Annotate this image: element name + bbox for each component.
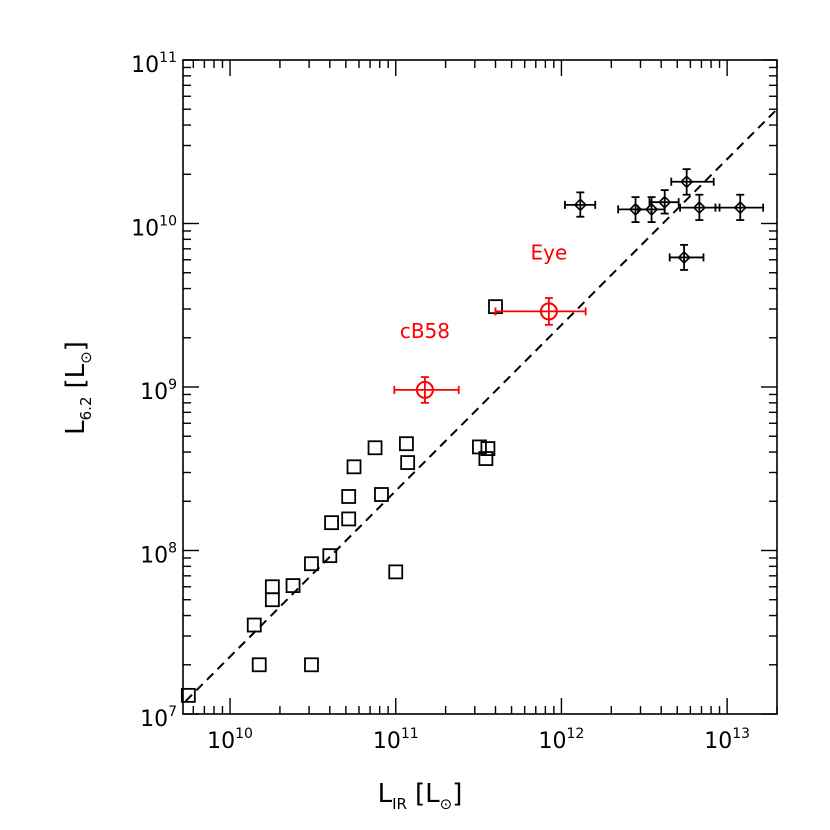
square-point bbox=[285, 578, 301, 593]
fit-line bbox=[185, 108, 778, 702]
y-tick-exponent: 11 bbox=[159, 50, 177, 66]
plot-frame bbox=[182, 59, 778, 715]
square-point bbox=[304, 556, 319, 572]
y-axis-label: L6.2 [L⊙] bbox=[61, 341, 95, 435]
x-axis-label-unit: [L bbox=[415, 779, 440, 809]
x-axis-label-sub: IR bbox=[392, 795, 407, 813]
square-point bbox=[246, 617, 262, 633]
square-point bbox=[304, 657, 319, 673]
square-point bbox=[400, 455, 416, 470]
square-point bbox=[388, 564, 404, 580]
square-point bbox=[341, 511, 357, 527]
square-point bbox=[264, 592, 280, 608]
x-tick-label: 1012 bbox=[539, 726, 585, 754]
x-tick-base: 10 bbox=[207, 729, 235, 754]
y-tick-label: 108 bbox=[140, 541, 177, 569]
x-axis-label-close: ] bbox=[452, 779, 462, 809]
square-point bbox=[322, 548, 338, 564]
y-tick-base: 10 bbox=[140, 544, 168, 569]
x-tick-exponent: 12 bbox=[567, 726, 585, 742]
circle-point bbox=[393, 376, 460, 404]
x-tick-base: 10 bbox=[373, 729, 401, 754]
diamond-point bbox=[648, 189, 680, 215]
x-tick-label: 1010 bbox=[207, 726, 253, 754]
y-tick-label: 1010 bbox=[131, 214, 177, 242]
x-tick-label: 1011 bbox=[373, 726, 419, 754]
x-tick-exponent: 13 bbox=[732, 726, 750, 742]
y-axis-label-sub: 6.2 bbox=[77, 397, 95, 421]
y-tick-label: 109 bbox=[140, 377, 177, 405]
y-tick-label: 1011 bbox=[131, 50, 177, 78]
square-point bbox=[480, 441, 496, 456]
diamond-marker bbox=[677, 250, 691, 265]
square-point bbox=[180, 687, 196, 703]
square-point bbox=[399, 436, 414, 452]
diamond-marker bbox=[733, 201, 747, 215]
point-annotation: cB58 bbox=[400, 319, 450, 343]
diamond-point bbox=[668, 243, 705, 271]
y-axis-label-main: L bbox=[61, 420, 91, 435]
diamond-point bbox=[564, 191, 597, 218]
y-tick-base: 10 bbox=[131, 217, 159, 242]
diamond-point bbox=[679, 193, 721, 221]
square-point bbox=[251, 657, 267, 673]
y-tick-label: 107 bbox=[140, 704, 177, 732]
y-tick-exponent: 8 bbox=[168, 541, 177, 557]
y-axis-label-unit: [L bbox=[61, 363, 91, 388]
x-tick-exponent: 10 bbox=[235, 726, 253, 742]
square-point bbox=[478, 451, 494, 466]
circle-point bbox=[494, 297, 587, 326]
diamond-marker bbox=[680, 175, 694, 189]
x-tick-base: 10 bbox=[539, 729, 567, 754]
diamond-point bbox=[637, 196, 666, 223]
point-annotation: Eye bbox=[530, 240, 567, 264]
square-point bbox=[346, 459, 362, 475]
y-axis-label-close: ] bbox=[61, 341, 91, 351]
x-tick-label: 1013 bbox=[704, 726, 750, 754]
circle-marker bbox=[415, 380, 434, 399]
diamond-point bbox=[670, 168, 715, 196]
x-axis-label-main: L bbox=[378, 779, 393, 809]
y-tick-exponent: 10 bbox=[159, 214, 177, 230]
x-axis-label-sun: ⊙ bbox=[440, 795, 453, 813]
diamond-marker bbox=[573, 198, 587, 212]
y-tick-exponent: 9 bbox=[168, 377, 177, 393]
diamond-marker bbox=[692, 201, 707, 215]
y-tick-base: 10 bbox=[140, 380, 168, 405]
square-point bbox=[264, 579, 280, 595]
square-point bbox=[324, 515, 339, 531]
y-axis-label-sun: ⊙ bbox=[77, 351, 95, 364]
square-point bbox=[341, 489, 357, 504]
x-axis-label: LIR [L⊙] bbox=[378, 779, 463, 813]
diamond-marker bbox=[644, 202, 659, 217]
y-tick-base: 10 bbox=[140, 707, 168, 732]
y-tick-exponent: 7 bbox=[168, 704, 177, 720]
y-tick-base: 10 bbox=[131, 53, 159, 78]
x-tick-base: 10 bbox=[704, 729, 732, 754]
square-point bbox=[367, 440, 383, 456]
diamond-marker bbox=[628, 202, 643, 217]
data-points: cB58 Eye bbox=[180, 168, 765, 703]
square-point bbox=[374, 487, 389, 502]
x-tick-exponent: 11 bbox=[401, 726, 419, 742]
fit-line-group bbox=[185, 108, 778, 702]
diamond-marker bbox=[658, 195, 672, 209]
diamond-point bbox=[714, 193, 765, 221]
circle-marker bbox=[539, 302, 558, 321]
